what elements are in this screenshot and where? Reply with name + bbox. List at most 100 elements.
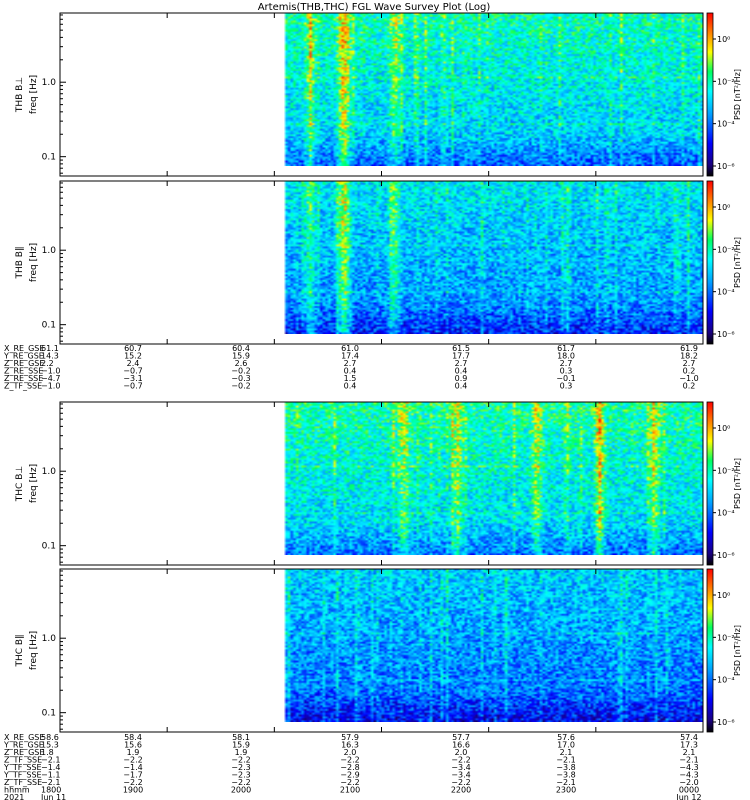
spectrogram-image bbox=[60, 13, 703, 166]
ephemeris-value: 15.2 bbox=[124, 352, 142, 361]
ephemeris-value: −0.1 bbox=[556, 374, 575, 383]
ephemeris-value: 2.2 bbox=[41, 359, 54, 368]
ephemeris-value: −2.1 bbox=[679, 756, 698, 765]
ephemeris-value: 58.6 bbox=[41, 733, 59, 742]
ephemeris-value: −2.1 bbox=[556, 778, 575, 787]
ephemeris-value: 2100 bbox=[340, 786, 360, 795]
ephemeris-row-label: Z_TF_SSE bbox=[4, 756, 42, 765]
ephemeris-row-label: Z_TF_SSE bbox=[4, 778, 42, 787]
ephemeris-value: −3.8 bbox=[556, 771, 575, 780]
ephemeris-value: Jun 12 bbox=[675, 793, 701, 800]
ephemeris-value: 1.5 bbox=[344, 374, 357, 383]
ephemeris-value: 18.0 bbox=[557, 352, 575, 361]
ephemeris-value: −2.2 bbox=[123, 756, 142, 765]
ephemeris-value: −2.2 bbox=[340, 756, 359, 765]
spectrogram-image bbox=[60, 181, 703, 334]
ephemeris-value: 17.7 bbox=[452, 352, 470, 361]
ephemeris-value: −1.0 bbox=[679, 374, 698, 383]
spectrogram-image bbox=[60, 569, 703, 722]
ephemeris-value: 60.7 bbox=[124, 344, 142, 353]
colorbar-tick-label: 10⁰ bbox=[717, 591, 730, 600]
ephemeris-value: −2.2 bbox=[340, 778, 359, 787]
ephemeris-value: −1.7 bbox=[123, 771, 142, 780]
ephemeris-row-label: Y_TF_SSE bbox=[3, 763, 42, 772]
ephemeris-value: 0.3 bbox=[560, 367, 573, 376]
ephemeris-value: 2.0 bbox=[455, 748, 468, 757]
ephemeris-value: 2.7 bbox=[560, 359, 573, 368]
ephemeris-value: 57.9 bbox=[341, 733, 359, 742]
ephemeris-value: 15.6 bbox=[124, 741, 142, 750]
ylabel-probe: THC B∥ bbox=[15, 634, 25, 667]
colorbar-tick-label: 10⁻⁴ bbox=[717, 509, 735, 518]
ephemeris-value: 18.2 bbox=[680, 352, 698, 361]
ytick-label: 0.1 bbox=[42, 542, 56, 552]
ephemeris-value: 58.1 bbox=[232, 733, 250, 742]
ephemeris-value: 0.2 bbox=[683, 367, 696, 376]
ephemeris-row-label: Y_TF_SSE bbox=[3, 771, 42, 780]
ephemeris-value: 0.4 bbox=[344, 367, 357, 376]
colorbar bbox=[706, 180, 714, 345]
ephemeris-value: −2.2 bbox=[231, 778, 250, 787]
ephemeris-row-label: 2021 bbox=[4, 793, 24, 800]
ephemeris-row-label: hhmm bbox=[4, 786, 30, 795]
ephemeris-value: −2.9 bbox=[340, 771, 359, 780]
ephemeris-value: −1.0 bbox=[41, 367, 60, 376]
colorbar-tick-label: 10⁻⁴ bbox=[717, 676, 735, 685]
ephemeris-value: −2.2 bbox=[123, 778, 142, 787]
ephemeris-value: 61.1 bbox=[41, 344, 59, 353]
ephemeris-value: Jun 11 bbox=[40, 793, 66, 800]
ylabel-quantity: freq [Hz] bbox=[29, 75, 39, 114]
ytick-label: 0.1 bbox=[42, 321, 56, 331]
ephemeris-row-label: Z_TF_SSE bbox=[4, 382, 42, 391]
colorbar-tick-label: 10⁻² bbox=[717, 77, 735, 86]
ephemeris-value: −2.3 bbox=[231, 763, 250, 772]
ephemeris-value: −1.1 bbox=[41, 771, 60, 780]
figure-title: Artemis(THB,THC) FGL Wave Survey Plot (L… bbox=[258, 2, 491, 13]
ytick-label: 0.1 bbox=[42, 709, 56, 719]
ephemeris-value: 16.6 bbox=[452, 741, 470, 750]
ephemeris-value: −2.2 bbox=[231, 756, 250, 765]
ephemeris-value: 17.3 bbox=[680, 741, 698, 750]
colorbar bbox=[706, 568, 714, 733]
ephemeris-value: 61.0 bbox=[341, 344, 359, 353]
ephemeris-value: 14.3 bbox=[41, 352, 59, 361]
ephemeris-row-label: Y_RE_GSE bbox=[3, 352, 44, 361]
ephemeris-value: −2.0 bbox=[679, 778, 698, 787]
ephemeris-value: 17.4 bbox=[341, 352, 359, 361]
colorbar-tick-label: 10⁻⁴ bbox=[717, 288, 735, 297]
ephemeris-value: 1900 bbox=[123, 786, 143, 795]
ephemeris-value: −1.4 bbox=[123, 763, 142, 772]
ytick-label: 1.0 bbox=[42, 634, 57, 644]
ytick-label: 0.1 bbox=[42, 153, 56, 163]
colorbar-tick-label: 10⁻⁶ bbox=[717, 162, 735, 171]
ephemeris-row-label: Z_RE_SSE bbox=[4, 367, 43, 376]
ephemeris-value: 1.8 bbox=[41, 748, 54, 757]
ephemeris-value: 2000 bbox=[231, 786, 251, 795]
ephemeris-value: −3.8 bbox=[556, 763, 575, 772]
ephemeris-value: −0.7 bbox=[123, 382, 142, 391]
ephemeris-value: 61.7 bbox=[557, 344, 575, 353]
ephemeris-value: −2.1 bbox=[41, 778, 60, 787]
ephemeris-value: −2.1 bbox=[41, 756, 60, 765]
ephemeris-value: −3.4 bbox=[451, 771, 470, 780]
colorbar-label: PSD [nT²/Hz] bbox=[733, 625, 742, 676]
colorbar-tick-label: 10⁻⁶ bbox=[717, 718, 735, 727]
ephemeris-value: 15.3 bbox=[41, 741, 59, 750]
ephemeris-value: −3.1 bbox=[123, 374, 142, 383]
ephemeris-value: 2300 bbox=[556, 786, 576, 795]
ylabel-probe: THC B⊥ bbox=[15, 466, 25, 503]
ephemeris-value: 17.0 bbox=[557, 741, 575, 750]
spectrogram-image bbox=[60, 402, 703, 555]
ephemeris-value: 2.7 bbox=[455, 359, 468, 368]
colorbar-tick-label: 10⁻⁴ bbox=[717, 120, 735, 129]
ephemeris-value: 58.4 bbox=[124, 733, 142, 742]
ephemeris-value: −0.3 bbox=[231, 374, 250, 383]
ephemeris-value: 2.7 bbox=[344, 359, 357, 368]
colorbar-tick-label: 10⁰ bbox=[717, 35, 730, 44]
